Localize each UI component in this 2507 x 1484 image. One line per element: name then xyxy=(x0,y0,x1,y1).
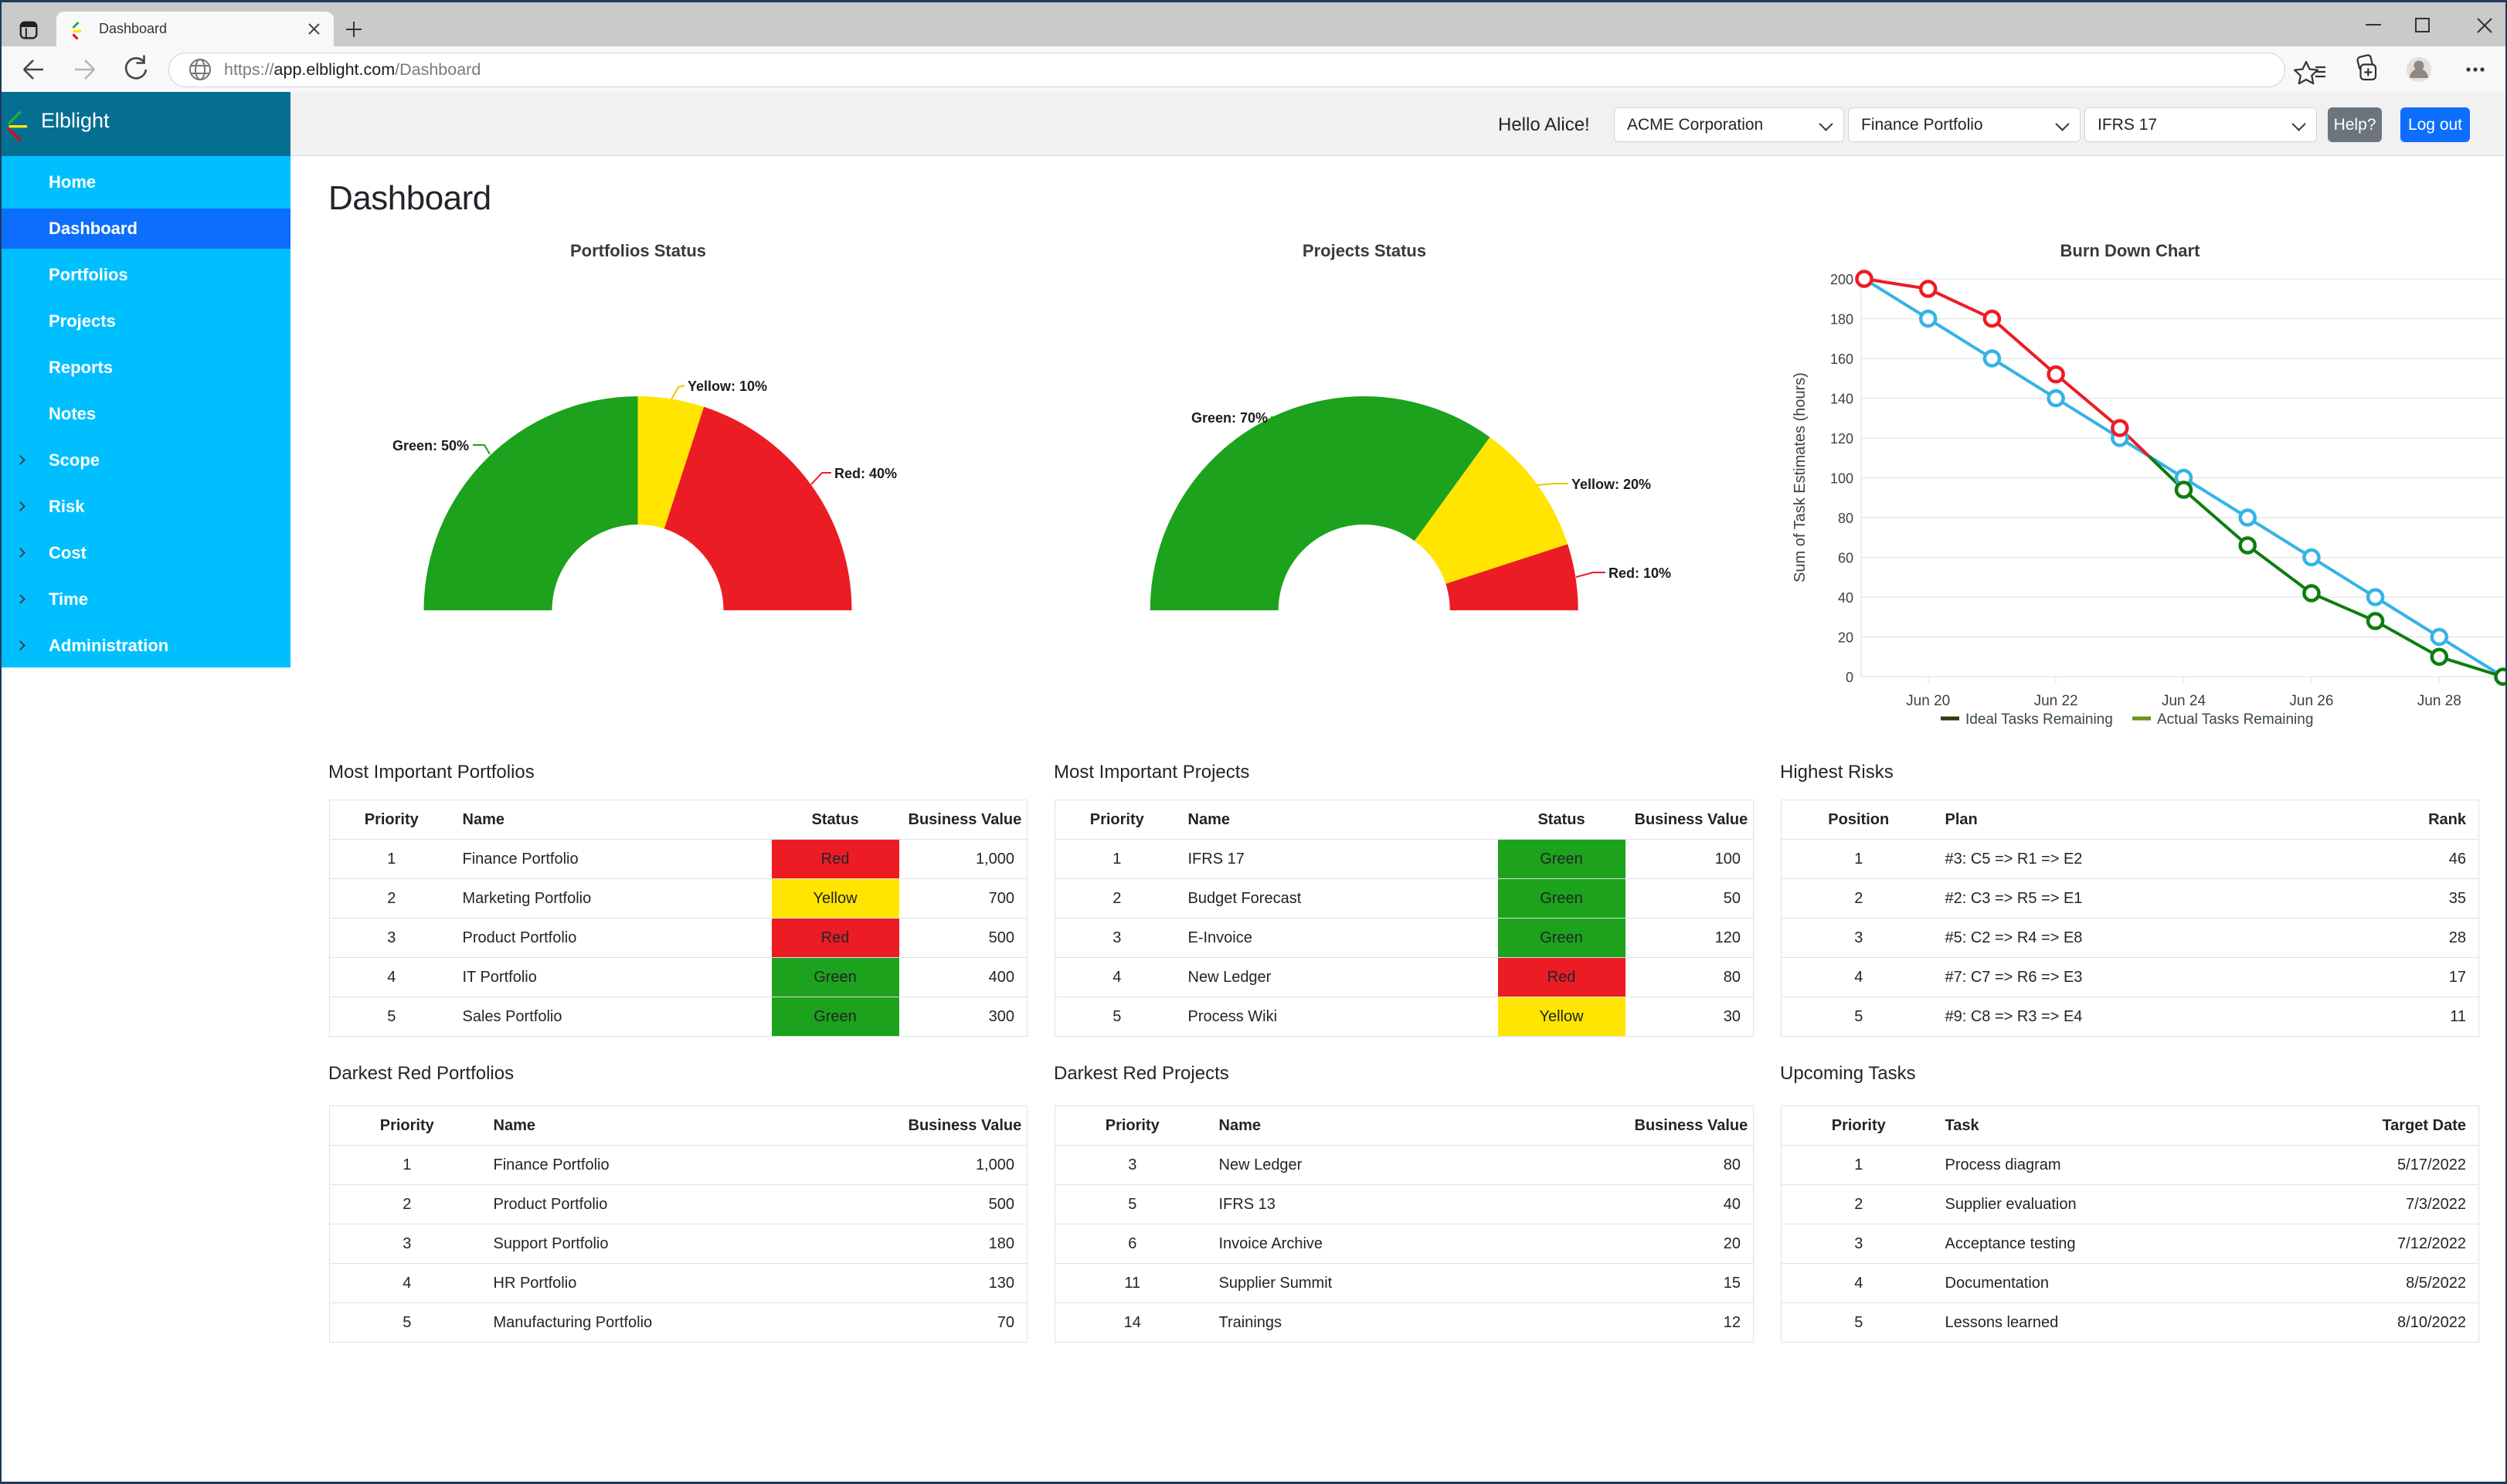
svg-text:80: 80 xyxy=(1838,511,1853,526)
svg-text:100: 100 xyxy=(1830,471,1853,487)
svg-text:Portfolios Status: Portfolios Status xyxy=(570,241,706,260)
svg-text:60: 60 xyxy=(1838,551,1853,566)
svg-text:0: 0 xyxy=(1846,670,1853,685)
svg-text:Actual Tasks Remaining: Actual Tasks Remaining xyxy=(2157,711,2313,728)
svg-text:Projects Status: Projects Status xyxy=(1303,241,1426,260)
svg-text:120: 120 xyxy=(1830,431,1853,447)
svg-text:Jun 28: Jun 28 xyxy=(2417,693,2461,709)
svg-text:20: 20 xyxy=(1838,630,1853,646)
svg-text:Yellow: 20%: Yellow: 20% xyxy=(1571,477,1651,492)
svg-text:Jun 26: Jun 26 xyxy=(2289,693,2333,709)
svg-text:Ideal Tasks Remaining: Ideal Tasks Remaining xyxy=(1965,711,2113,728)
svg-text:Red: 40%: Red: 40% xyxy=(834,466,897,481)
svg-text:160: 160 xyxy=(1830,351,1853,367)
svg-text:Yellow: 10%: Yellow: 10% xyxy=(688,379,767,394)
svg-text:Green: 50%: Green: 50% xyxy=(392,438,469,453)
svg-text:Green: 70%: Green: 70% xyxy=(1191,410,1268,426)
svg-text:Red: 10%: Red: 10% xyxy=(1608,565,1671,581)
svg-text:40: 40 xyxy=(1838,590,1853,606)
svg-text:Burn Down Chart: Burn Down Chart xyxy=(2060,241,2201,260)
svg-text:Sum of Task Estimates (hours): Sum of Task Estimates (hours) xyxy=(1792,372,1809,582)
svg-text:Jun 22: Jun 22 xyxy=(2034,693,2078,709)
svg-text:180: 180 xyxy=(1830,312,1853,328)
svg-text:Jun 24: Jun 24 xyxy=(2162,693,2206,709)
svg-text:140: 140 xyxy=(1830,392,1853,407)
svg-text:Jun 20: Jun 20 xyxy=(1906,693,1950,709)
svg-text:200: 200 xyxy=(1830,272,1853,287)
